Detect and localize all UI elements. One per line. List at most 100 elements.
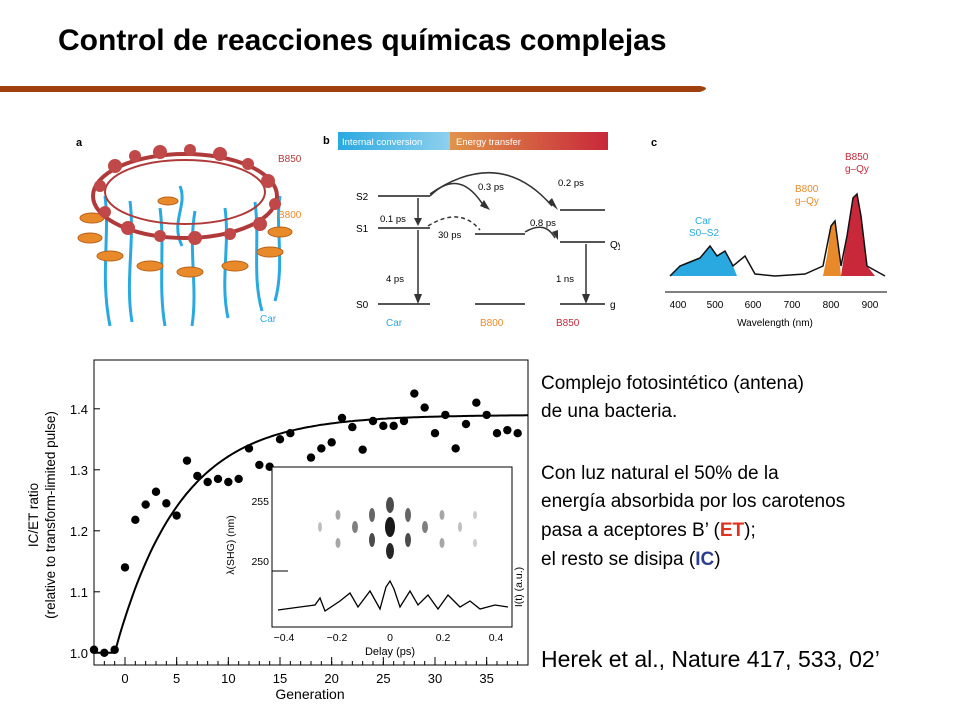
- b800-label: B800: [278, 210, 302, 221]
- data-point: [461, 419, 471, 429]
- level-labels: S2 S1 S0 Qy g: [356, 192, 620, 311]
- svg-text:900: 900: [862, 300, 879, 311]
- data-point: [420, 403, 429, 412]
- svg-text:g: g: [610, 300, 616, 311]
- c-b850-label: B850: [845, 152, 869, 163]
- svg-text:0.4: 0.4: [489, 632, 504, 644]
- ic-et-ratio-chart: 1.0 1.1 1.2 1.3 1.4 0 5 10 15 20 25 30 35 Generatio…: [26, 359, 529, 702]
- svg-text:0.3 ps: 0.3 ps: [478, 182, 504, 193]
- svg-text:255: 255: [251, 496, 269, 508]
- data-point: [141, 500, 150, 509]
- x-tick-label: 15: [273, 671, 287, 686]
- inset-intensity-trace: [277, 579, 509, 612]
- data-point: [430, 429, 440, 438]
- carotenoid-strands: [103, 185, 282, 327]
- car-band: [670, 246, 737, 276]
- data-point: [151, 487, 161, 496]
- svg-text:30 ps: 30 ps: [438, 230, 461, 241]
- inset-panel: 255 250 λ(SHG) (nm) I(t) (a.u.) −0.4 −0.…: [225, 466, 525, 658]
- data-point: [348, 422, 357, 432]
- svg-text:S2: S2: [356, 192, 369, 203]
- b850-band: [841, 194, 875, 276]
- data-point: [451, 444, 460, 453]
- y-tick-label: 1.1: [70, 585, 88, 600]
- svg-text:S1: S1: [356, 224, 369, 235]
- b800-rings: [77, 196, 293, 278]
- data-point: [492, 429, 502, 438]
- x-tick-label: 0: [121, 671, 128, 686]
- figure-b-label: b: [323, 135, 330, 147]
- data-point: [213, 474, 223, 484]
- svg-text:500: 500: [707, 300, 724, 311]
- column-car: Car: [386, 318, 403, 329]
- data-point: [503, 425, 512, 435]
- svg-text:0.8 ps: 0.8 ps: [530, 218, 556, 229]
- c-car-sub: S0–S2: [689, 228, 719, 239]
- c-car-label: Car: [695, 216, 712, 227]
- svg-text:0: 0: [387, 632, 393, 644]
- svg-text:700: 700: [784, 300, 801, 311]
- y-tick-label: 1.2: [70, 524, 88, 539]
- y-tick-label: 1.0: [70, 646, 88, 661]
- figure-a-antenna-complex: a B850 B800 Car: [76, 137, 302, 327]
- data-point: [513, 429, 522, 438]
- time-labels: 0.3 ps 0.2 ps 0.1 ps 30 ps 0.8 ps 4 ps 1…: [380, 178, 584, 285]
- svg-text:0.1 ps: 0.1 ps: [380, 214, 406, 225]
- data-point: [358, 445, 367, 454]
- figure-a-label: a: [76, 137, 83, 149]
- slide-title: Control de reacciones químicas complejas: [58, 24, 667, 57]
- x-tick-label: 10: [221, 671, 235, 686]
- data-point: [306, 453, 316, 462]
- x-tick-label: 30: [428, 671, 442, 686]
- data-point: [120, 563, 130, 572]
- data-point: [203, 477, 212, 487]
- data-point: [327, 438, 336, 447]
- para1-line2: de una bacteria.: [541, 401, 678, 422]
- inset-yticks: 255 250: [251, 496, 269, 568]
- data-point: [410, 389, 419, 398]
- para2-line4-pre: el resto se disipa (: [541, 549, 696, 570]
- x-axis-label: Generation: [275, 686, 344, 702]
- column-b850: B850: [556, 318, 580, 329]
- svg-text:S0: S0: [356, 300, 369, 311]
- svg-text:−0.4: −0.4: [274, 632, 295, 644]
- figure-b-energy-diagram: b Internal conversion Energy transfer S2…: [323, 132, 620, 329]
- data-point: [286, 429, 295, 438]
- svg-text:1 ns: 1 ns: [556, 274, 574, 285]
- energy-levels: [378, 195, 605, 305]
- data-point: [193, 471, 202, 481]
- data-point: [100, 648, 109, 657]
- data-point: [255, 460, 264, 470]
- para2-line1: Con luz natural el 50% de la: [541, 463, 779, 484]
- figure-c-label: c: [651, 137, 657, 149]
- svg-text:400: 400: [670, 300, 687, 311]
- title-underline: [0, 86, 706, 92]
- x-tick-label: 20: [324, 671, 338, 686]
- inset-xticks: −0.4 −0.2 0 0.2 0.4: [274, 632, 504, 644]
- citation: Herek et al., Nature 417, 533, 02’: [541, 646, 880, 672]
- para2-line4: el resto se disipa (IC): [541, 548, 721, 571]
- et-highlight: ET: [719, 520, 745, 541]
- spectrum-xlabel: Wavelength (nm): [737, 318, 813, 329]
- para1-line1: Complejo fotosintético (antena): [541, 373, 804, 394]
- b850-ring: [91, 152, 279, 240]
- b850-pigments: [94, 144, 281, 245]
- data-point: [472, 398, 481, 407]
- c-b800-label: B800: [795, 184, 819, 195]
- data-point: [337, 413, 347, 423]
- data-point: [244, 444, 254, 453]
- fit-curve: [94, 414, 528, 654]
- y-axis-sublabel: (relative to transform-limited pulse): [43, 411, 58, 619]
- data-point: [317, 444, 326, 453]
- x-tick-label: 35: [479, 671, 493, 686]
- data-points: [89, 389, 522, 657]
- b850-label: B850: [278, 154, 302, 165]
- y-tick-label: 1.4: [70, 402, 88, 417]
- data-point: [172, 511, 181, 520]
- data-point: [275, 435, 285, 444]
- absorption-curve: [669, 192, 886, 277]
- para2-line4-post: ): [714, 549, 721, 570]
- svg-text:250: 250: [251, 556, 269, 568]
- svg-text:Qy: Qy: [610, 240, 620, 251]
- svg-text:−0.2: −0.2: [327, 632, 348, 644]
